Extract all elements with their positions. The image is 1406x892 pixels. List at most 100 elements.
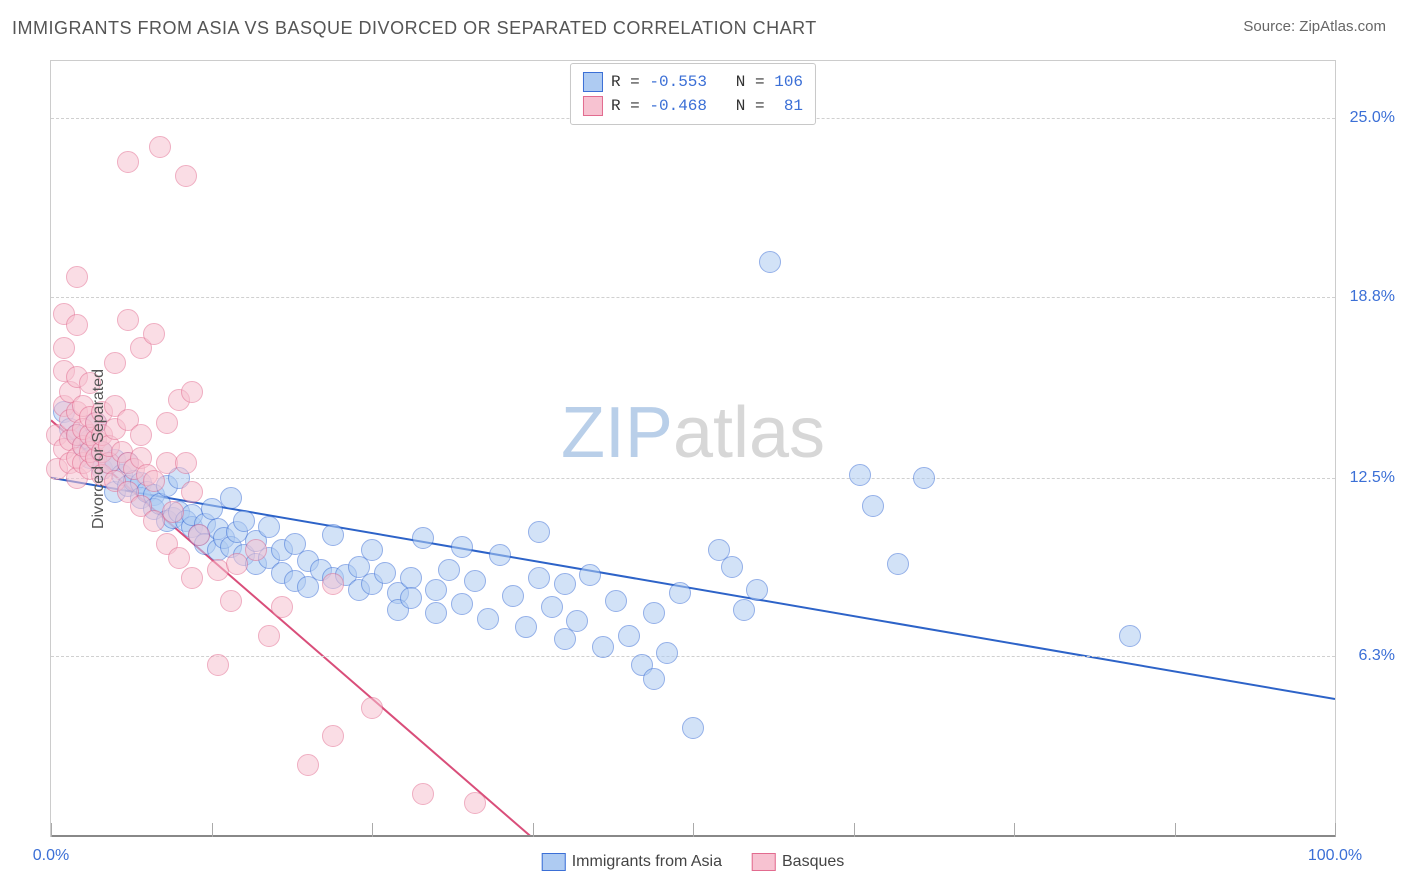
- scatter-point: [400, 587, 422, 609]
- scatter-point: [412, 527, 434, 549]
- scatter-point: [53, 337, 75, 359]
- stats-row: R = -0.468 N = 81: [583, 94, 803, 118]
- chart-title: IMMIGRANTS FROM ASIA VS BASQUE DIVORCED …: [12, 18, 817, 39]
- x-tick: [1014, 823, 1015, 837]
- scatter-point: [258, 625, 280, 647]
- watermark-right: atlas: [673, 393, 825, 473]
- scatter-point: [175, 165, 197, 187]
- scatter-point: [220, 590, 242, 612]
- scatter-point: [220, 487, 242, 509]
- scatter-point: [130, 424, 152, 446]
- scatter-point: [759, 251, 781, 273]
- legend-item: Immigrants from Asia: [542, 853, 722, 871]
- scatter-point: [143, 323, 165, 345]
- scatter-point: [258, 516, 280, 538]
- scatter-point: [361, 539, 383, 561]
- gridline: [51, 478, 1335, 479]
- scatter-point: [464, 792, 486, 814]
- legend-item: Basques: [752, 853, 844, 871]
- scatter-point: [162, 501, 184, 523]
- scatter-point: [188, 524, 210, 546]
- scatter-point: [618, 625, 640, 647]
- scatter-point: [66, 314, 88, 336]
- stats-row: R = -0.553 N = 106: [583, 70, 803, 94]
- scatter-point: [271, 596, 293, 618]
- scatter-point: [566, 610, 588, 632]
- stats-swatch: [583, 72, 603, 92]
- x-tick: [51, 823, 52, 837]
- scatter-point: [669, 582, 691, 604]
- scatter-point: [592, 636, 614, 658]
- scatter-point: [656, 642, 678, 664]
- scatter-point: [226, 553, 248, 575]
- series-legend: Immigrants from Asia Basques: [542, 853, 845, 871]
- stats-legend-box: R = -0.553 N = 106R = -0.468 N = 81: [570, 63, 816, 125]
- scatter-point: [528, 521, 550, 543]
- gridline: [51, 297, 1335, 298]
- scatter-point: [862, 495, 884, 517]
- x-tick: [1175, 823, 1176, 837]
- scatter-point: [361, 697, 383, 719]
- scatter-point: [682, 717, 704, 739]
- watermark-left: ZIP: [561, 393, 673, 473]
- scatter-point: [322, 573, 344, 595]
- scatter-point: [181, 567, 203, 589]
- source-attribution: Source: ZipAtlas.com: [1243, 18, 1386, 35]
- scatter-point: [605, 590, 627, 612]
- x-tick: [854, 823, 855, 837]
- x-tick: [212, 823, 213, 837]
- scatter-point: [515, 616, 537, 638]
- scatter-point: [721, 556, 743, 578]
- stats-text: R = -0.553 N = 106: [611, 70, 803, 94]
- legend-swatch: [752, 853, 776, 871]
- x-tick-label: 100.0%: [1308, 847, 1362, 865]
- chart-plot-area: ZIPatlas 6.3%12.5%18.8%25.0%0.0%100.0% D…: [50, 60, 1336, 837]
- y-tick-label: 12.5%: [1340, 469, 1395, 487]
- scatter-point: [181, 381, 203, 403]
- x-tick: [1335, 823, 1336, 837]
- scatter-point: [425, 602, 447, 624]
- legend-swatch: [542, 853, 566, 871]
- scatter-point: [149, 136, 171, 158]
- x-tick: [533, 823, 534, 837]
- stats-text: R = -0.468 N = 81: [611, 94, 803, 118]
- source-label: Source:: [1243, 18, 1295, 35]
- y-tick-label: 18.8%: [1340, 288, 1395, 306]
- scatter-point: [425, 579, 447, 601]
- scatter-point: [400, 567, 422, 589]
- scatter-point: [438, 559, 460, 581]
- scatter-point: [168, 547, 190, 569]
- scatter-point: [412, 783, 434, 805]
- x-tick-label: 0.0%: [33, 847, 69, 865]
- gridline: [51, 656, 1335, 657]
- scatter-point: [201, 498, 223, 520]
- scatter-point: [322, 524, 344, 546]
- source-link[interactable]: ZipAtlas.com: [1299, 18, 1386, 35]
- scatter-point: [451, 536, 473, 558]
- scatter-point: [477, 608, 499, 630]
- legend-label: Immigrants from Asia: [572, 853, 722, 871]
- scatter-point: [233, 510, 255, 532]
- watermark: ZIPatlas: [561, 392, 825, 474]
- scatter-point: [643, 668, 665, 690]
- y-tick-label: 6.3%: [1340, 647, 1395, 665]
- scatter-point: [887, 553, 909, 575]
- scatter-point: [528, 567, 550, 589]
- scatter-point: [175, 452, 197, 474]
- y-axis-label: Divorced or Separated: [90, 369, 108, 529]
- scatter-point: [1119, 625, 1141, 647]
- scatter-point: [746, 579, 768, 601]
- scatter-point: [117, 151, 139, 173]
- legend-label: Basques: [782, 853, 844, 871]
- stats-swatch: [583, 96, 603, 116]
- scatter-point: [156, 412, 178, 434]
- scatter-point: [245, 539, 267, 561]
- scatter-point: [322, 725, 344, 747]
- scatter-point: [464, 570, 486, 592]
- scatter-point: [554, 573, 576, 595]
- scatter-point: [733, 599, 755, 621]
- scatter-point: [297, 754, 319, 776]
- x-tick: [372, 823, 373, 837]
- y-tick-label: 25.0%: [1340, 109, 1395, 127]
- scatter-point: [66, 266, 88, 288]
